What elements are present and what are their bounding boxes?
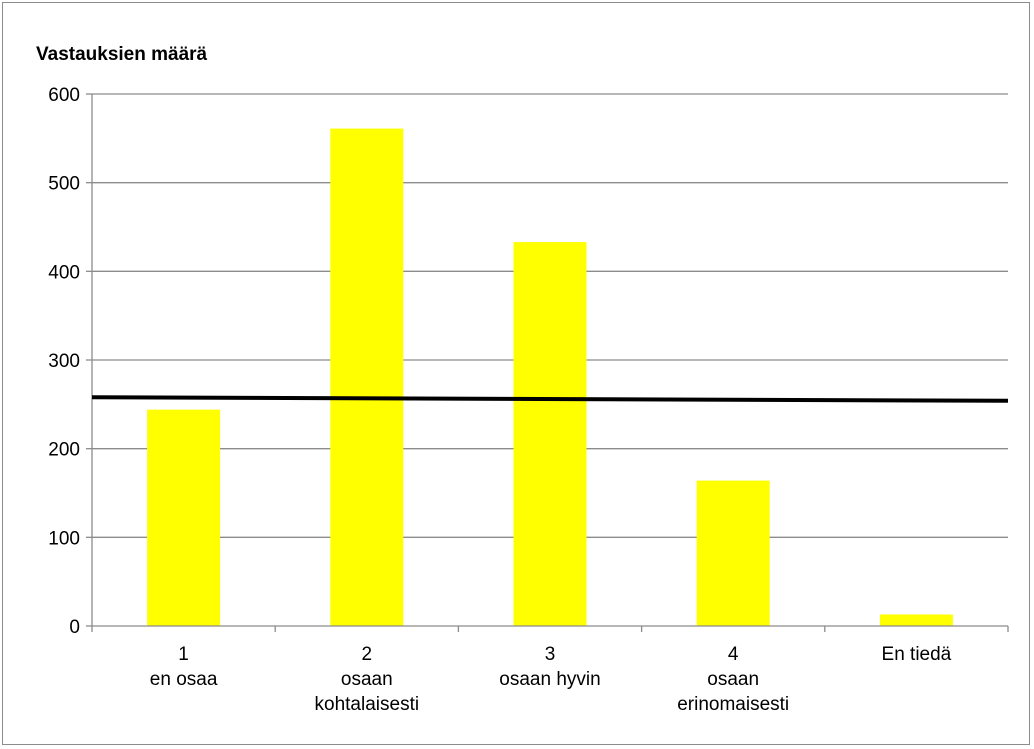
- y-tick-label: 200: [48, 440, 80, 461]
- y-tick-label: 100: [48, 528, 80, 549]
- y-tick-label: 0: [69, 617, 80, 638]
- y-axis-label: Vastauksien määrä: [36, 44, 208, 65]
- tick-labels: 0 100 200 300 400 500 600 1 en osaa 2 osaan kohtala…: [48, 85, 951, 715]
- y-tick-label: 500: [48, 174, 80, 195]
- y-tick-label: 300: [48, 351, 80, 372]
- x-tick-label: En tiedä: [882, 644, 952, 665]
- bar: [879, 614, 953, 626]
- x-tick-label: 4 osaan erinomaisesti: [677, 644, 789, 715]
- bar: [147, 409, 221, 626]
- x-tick-label: 2 osaan kohtalaisesti: [315, 644, 420, 715]
- y-tick-label: 600: [48, 85, 80, 106]
- axes: [86, 93, 1009, 632]
- x-tick-label: 3 osaan hyvin: [499, 644, 600, 690]
- reference-line: [91, 395, 1009, 403]
- bars: [147, 128, 953, 626]
- reference-line-group: [91, 395, 1009, 403]
- bar: [513, 242, 587, 626]
- bar: [696, 480, 770, 626]
- x-tick-label: 1 en osaa: [150, 644, 218, 690]
- gridlines: [92, 93, 1008, 538]
- bar: [330, 128, 404, 626]
- y-tick-label: 400: [48, 262, 80, 283]
